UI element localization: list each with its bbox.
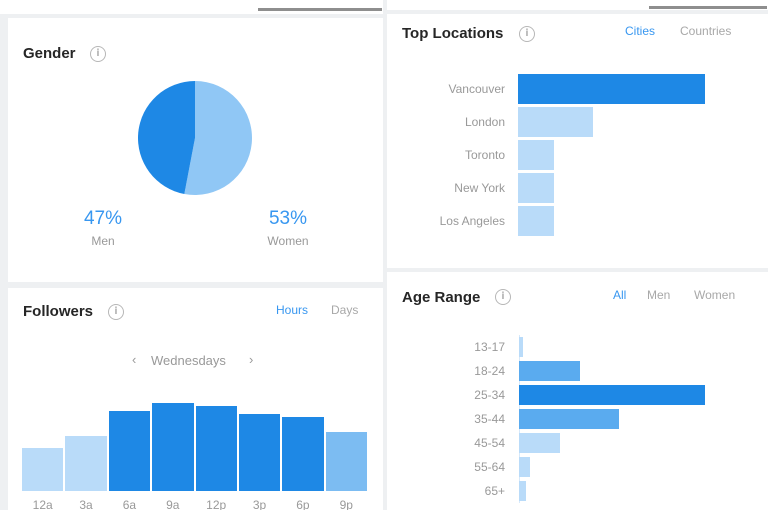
followers-bar[interactable] (152, 403, 194, 491)
scroll-indicator (258, 8, 382, 11)
age-bar (519, 481, 526, 501)
info-icon[interactable]: i (108, 304, 124, 320)
age-range-card: Age Range i All Men Women 13-17 18-24 25-3… (387, 272, 768, 510)
x-tick-label: 3p (252, 498, 267, 510)
age-label: 35-44 (474, 412, 505, 426)
x-tick-label: 12p (206, 498, 227, 510)
followers-bar[interactable] (325, 432, 367, 491)
location-bar (518, 206, 554, 236)
followers-bar[interactable] (108, 411, 151, 491)
tab-cities[interactable]: Cities (625, 24, 656, 38)
age-label: 65+ (484, 484, 505, 498)
followers-title: Followers (23, 303, 94, 320)
age-bar (519, 337, 523, 357)
location-label: Vancouver (448, 82, 505, 96)
age-range-title: Age Range (402, 289, 481, 306)
gender-pie-chart (138, 81, 253, 195)
location-label: Toronto (464, 148, 505, 162)
tab-hours[interactable]: Hours (276, 303, 309, 317)
scroll-indicator (649, 6, 767, 9)
pie-slice-men (138, 81, 195, 194)
followers-card: Followers i Hours Days ‹ Wednesdays › 12… (8, 288, 383, 510)
info-icon[interactable]: i (519, 26, 535, 42)
followers-bar-chart (22, 391, 367, 491)
age-bar (519, 457, 530, 477)
followers-bar[interactable] (195, 406, 237, 491)
age-label: 13-17 (474, 340, 505, 354)
tab-countries[interactable]: Countries (680, 24, 732, 38)
age-label: 55-64 (474, 460, 505, 474)
pie-slice-women (184, 81, 253, 195)
age-bar (519, 361, 580, 381)
info-icon[interactable]: i (495, 289, 511, 305)
age-bar (519, 409, 619, 429)
location-label: Los Angeles (439, 214, 505, 228)
prev-card-right (387, 0, 768, 10)
prev-day-button[interactable]: ‹ (132, 352, 137, 367)
women-percent: 53% (268, 208, 308, 229)
gender-title: Gender (23, 45, 76, 62)
location-bar (518, 173, 554, 203)
tab-men[interactable]: Men (647, 288, 671, 302)
followers-bar[interactable] (282, 417, 324, 491)
gender-card: Gender i 47% Men 53% Women (8, 18, 383, 282)
x-tick-label: 6p (296, 498, 310, 510)
info-icon[interactable]: i (90, 46, 106, 62)
location-bar (518, 107, 593, 137)
age-label: 18-24 (474, 364, 505, 378)
age-label: 25-34 (474, 388, 505, 402)
location-label: New York (454, 181, 505, 195)
top-locations-card: Top Locations i Cities Countries Vancouv… (387, 14, 768, 268)
x-tick-label: 12a (32, 498, 53, 510)
prev-card-left (0, 0, 383, 14)
women-label: Women (267, 234, 309, 248)
top-locations-title: Top Locations (402, 25, 504, 42)
location-bar (518, 140, 554, 170)
x-tick-label: 3a (79, 498, 93, 510)
location-label: London (464, 115, 505, 129)
location-bar (518, 74, 705, 104)
next-day-button[interactable]: › (249, 352, 254, 367)
age-label: 45-54 (474, 436, 505, 450)
followers-bar[interactable] (22, 448, 64, 491)
men-percent: 47% (83, 208, 123, 229)
men-label: Men (91, 234, 115, 248)
tab-women[interactable]: Women (694, 288, 736, 302)
age-bar (519, 433, 560, 453)
x-tick-label: 6a (122, 498, 137, 510)
age-bar (519, 385, 705, 405)
followers-bar[interactable] (238, 414, 281, 491)
tab-all[interactable]: All (613, 288, 627, 302)
x-tick-label: 9a (166, 498, 180, 510)
day-label: Wednesdays (151, 353, 226, 368)
tab-days[interactable]: Days (331, 303, 359, 317)
x-tick-label: 9p (339, 498, 353, 510)
followers-bar[interactable] (65, 436, 107, 491)
